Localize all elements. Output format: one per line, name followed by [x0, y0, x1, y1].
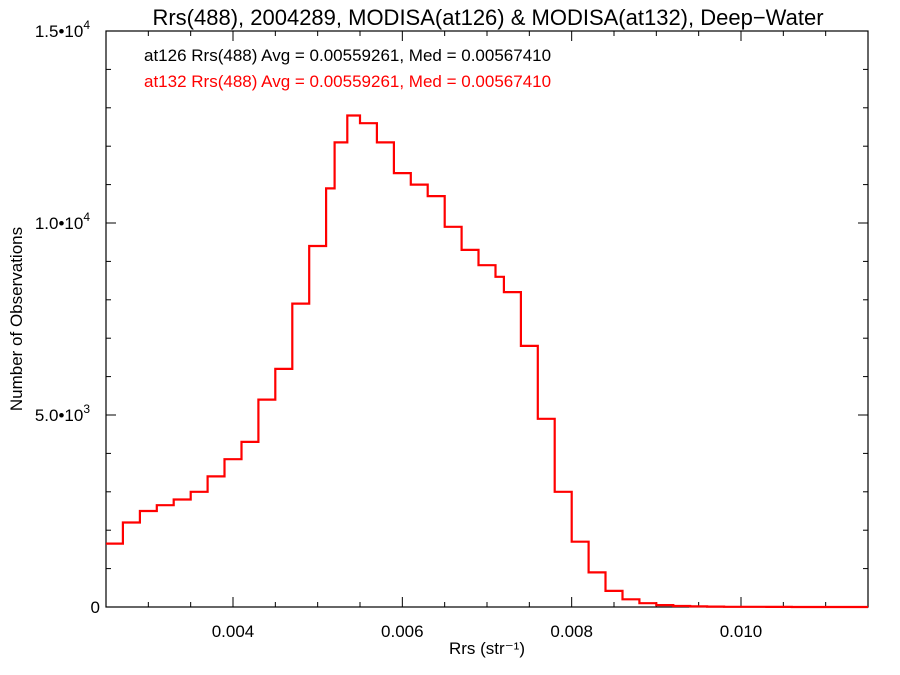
- annotation-2: at132 Rrs(488) Avg = 0.00559261, Med = 0…: [144, 72, 551, 91]
- y-tick-exponent: 4: [83, 210, 90, 224]
- y-axis-ticks: 0 5.0•103 1.0•104 1.5•104: [35, 18, 868, 617]
- x-tick-label: 0.006: [381, 622, 424, 641]
- y-axis-label: Number of Observations: [7, 227, 26, 411]
- x-tick-label: 0.010: [720, 622, 763, 641]
- y-tick-label: 1.5•104: [35, 18, 91, 41]
- chart-title: Rrs(488), 2004289, MODISA(at126) & MODIS…: [152, 5, 823, 30]
- y-tick-exponent: 4: [83, 18, 90, 32]
- x-tick-label: 0.008: [550, 622, 593, 641]
- annotations: at126 Rrs(488) Avg = 0.00559261, Med = 0…: [144, 46, 551, 91]
- histogram-series-line: [106, 114, 868, 609]
- x-axis-ticks: 0.004 0.006 0.008 0.010: [105, 31, 869, 641]
- annotation-1: at126 Rrs(488) Avg = 0.00559261, Med = 0…: [144, 46, 551, 65]
- y-tick-exponent: 3: [83, 402, 90, 416]
- x-tick-label: 0.004: [212, 622, 255, 641]
- y-tick-label: 0: [91, 598, 100, 617]
- x-axis-label: Rrs (str⁻¹): [449, 639, 525, 658]
- y-tick-label: 5.0•103: [35, 402, 91, 425]
- y-tick-label: 1.0•104: [35, 210, 91, 233]
- plot-frame: [105, 30, 869, 608]
